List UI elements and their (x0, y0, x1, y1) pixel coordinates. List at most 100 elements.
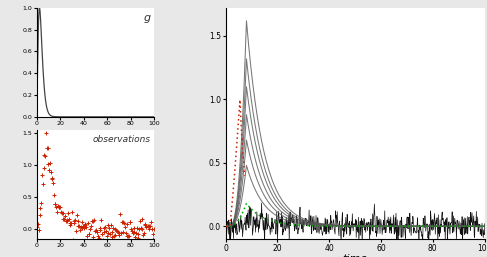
Point (42, 131, 50, 135)
Point (134, 235, 142, 240)
Point (137, 226, 145, 231)
Point (74, 219, 81, 223)
Point (41, 154, 49, 158)
Point (111, 233, 119, 237)
Point (147, 220, 155, 224)
Point (149, 232, 156, 236)
Point (84, 221, 92, 225)
Point (69, 238, 77, 242)
Point (72, 229, 80, 233)
Point (86, 227, 94, 231)
Point (37, 201, 45, 205)
Point (119, 220, 127, 224)
Point (73, 213, 81, 217)
Point (103, 234, 111, 238)
Point (61, 214, 69, 218)
Point (150, 227, 158, 231)
Point (53, 205, 60, 209)
Point (132, 231, 140, 235)
Point (138, 217, 146, 222)
Point (63, 219, 71, 223)
Point (66, 221, 74, 225)
Point (117, 231, 125, 235)
Point (123, 234, 131, 238)
Point (51, 202, 58, 206)
Point (83, 234, 91, 238)
Point (70, 219, 77, 223)
Point (96, 228, 104, 232)
Point (136, 219, 144, 223)
Point (135, 227, 143, 231)
Point (106, 232, 114, 236)
Point (127, 220, 134, 224)
Point (92, 228, 100, 232)
Point (94, 234, 102, 238)
Point (59, 217, 67, 221)
Point (90, 219, 97, 223)
Point (60, 217, 68, 221)
Point (143, 241, 151, 245)
Point (104, 231, 112, 235)
Point (43, 145, 51, 150)
Point (55, 205, 62, 209)
Point (95, 236, 103, 240)
Point (49, 181, 57, 186)
Point (46, 161, 54, 166)
Point (78, 220, 86, 224)
Point (130, 225, 137, 230)
Point (150, 237, 157, 241)
Point (96, 226, 104, 230)
Point (34, 222, 42, 226)
Point (100, 230, 108, 234)
Point (108, 235, 115, 239)
Point (86, 232, 94, 236)
Point (145, 224, 152, 228)
Point (67, 223, 75, 227)
Point (112, 227, 119, 231)
Point (59, 210, 67, 215)
Point (115, 231, 123, 235)
Point (79, 224, 87, 228)
Point (123, 222, 131, 226)
Point (39, 182, 47, 186)
Point (77, 226, 85, 230)
Point (47, 170, 55, 174)
Point (48, 176, 56, 180)
Point (139, 233, 147, 237)
Point (40, 166, 48, 170)
Point (90, 218, 98, 222)
Point (141, 223, 149, 227)
Point (37, 206, 44, 210)
Point (65, 217, 73, 221)
Point (35, 228, 43, 232)
Point (48, 177, 56, 181)
Point (71, 218, 79, 223)
Point (118, 219, 126, 224)
Point (33, 225, 40, 229)
Point (98, 232, 106, 236)
Point (121, 225, 129, 229)
Point (114, 230, 122, 234)
Point (52, 202, 59, 206)
Point (93, 230, 100, 234)
Point (125, 234, 133, 238)
Point (124, 234, 132, 238)
Point (67, 221, 75, 225)
Point (44, 162, 52, 166)
Point (133, 226, 141, 230)
Point (88, 219, 96, 223)
Point (115, 233, 123, 237)
Point (97, 218, 105, 222)
Point (140, 231, 148, 235)
Point (122, 231, 130, 235)
Point (64, 211, 72, 215)
Point (134, 232, 142, 236)
Point (146, 224, 154, 228)
Point (50, 193, 58, 197)
Point (100, 226, 108, 231)
Point (56, 205, 63, 209)
Point (62, 219, 70, 223)
Point (53, 210, 61, 214)
Point (87, 224, 95, 228)
Point (113, 228, 121, 233)
